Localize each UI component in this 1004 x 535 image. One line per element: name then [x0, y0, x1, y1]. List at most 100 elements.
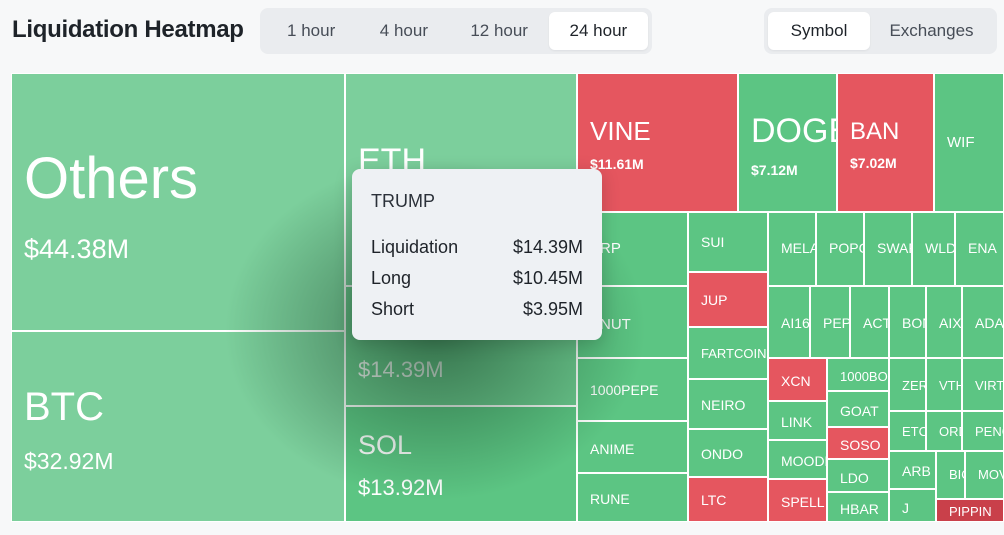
- treemap-cell-pepe[interactable]: PEPE: [810, 286, 850, 358]
- time-range-selector: 1 hour 4 hour 12 hour 24 hour: [260, 8, 652, 54]
- treemap-cell-ldo[interactable]: LDO: [827, 459, 889, 492]
- cell-value: $32.92M: [24, 448, 114, 474]
- cell-symbol: 1000BONK: [840, 369, 888, 384]
- cell-symbol: PENGU: [975, 424, 1003, 439]
- treemap-cell-ltc[interactable]: LTC: [688, 477, 768, 522]
- treemap-cell-move[interactable]: MOVE: [965, 451, 1004, 499]
- cell-symbol: GOAT: [840, 403, 879, 419]
- cell-symbol: ZEREBRO: [902, 378, 926, 393]
- treemap-cell-ai16z[interactable]: AI16Z: [768, 286, 810, 358]
- grouping-selector: Symbol Exchanges: [764, 8, 997, 54]
- cell-symbol: RUNE: [590, 491, 630, 507]
- cell-symbol: BAN: [850, 118, 900, 145]
- view-option-symbol[interactable]: Symbol: [768, 12, 870, 50]
- treemap-cell-btc[interactable]: BTC $32.92M: [11, 331, 345, 522]
- cell-symbol: AI16Z: [781, 315, 810, 331]
- time-option-12-hour[interactable]: 12 hour: [470, 21, 528, 40]
- cell-symbol: XCN: [781, 373, 811, 389]
- cell-symbol: HBAR: [840, 501, 879, 517]
- page-title: Liquidation Heatmap: [12, 16, 244, 43]
- cell-symbol: ENA: [968, 240, 997, 256]
- treemap-cell-link[interactable]: LINK: [768, 401, 827, 440]
- treemap-cell-rune[interactable]: RUNE: [577, 473, 688, 522]
- cell-symbol: VTHO: [939, 378, 961, 393]
- cell-symbol: NEIRO: [701, 397, 746, 413]
- treemap-cell-goat[interactable]: GOAT: [827, 391, 889, 427]
- treemap-cell-wif[interactable]: WIF: [934, 73, 1004, 212]
- treemap-cell-arb[interactable]: ARB: [889, 451, 936, 489]
- treemap-cell-ondo[interactable]: ONDO: [688, 429, 768, 477]
- treemap-cell-sol[interactable]: SOL $13.92M: [345, 406, 577, 522]
- treemap-cell-moodeng[interactable]: MOODENG: [768, 440, 827, 479]
- treemap-cell-bonk[interactable]: BONK: [889, 286, 926, 358]
- cell-symbol: SUI: [701, 234, 725, 250]
- treemap-cell-ordi[interactable]: ORDI: [926, 411, 962, 451]
- treemap-cell-hbar[interactable]: HBAR: [827, 492, 889, 522]
- view-option-exchanges[interactable]: Exchanges: [889, 21, 974, 40]
- cell-symbol: PEPE: [823, 315, 849, 331]
- time-option-24-hour[interactable]: 24 hour: [548, 12, 648, 50]
- treemap-cell-ban[interactable]: BAN $7.02M: [837, 73, 934, 212]
- treemap-cell-aixbt[interactable]: AIXBT: [926, 286, 962, 358]
- treemap-cell-zerebro[interactable]: ZEREBRO: [889, 358, 926, 411]
- cell-symbol: ADA: [975, 315, 1004, 331]
- treemap-cell-vtho[interactable]: VTHO: [926, 358, 962, 411]
- tooltip-row-liquidation: Liquidation $14.39M: [371, 232, 583, 263]
- treemap-cell-etc[interactable]: ETC: [889, 411, 926, 451]
- treemap-cell-pengu[interactable]: PENGU: [962, 411, 1004, 451]
- cell-symbol: AIXBT: [939, 315, 962, 331]
- cell-value: $14.39M: [358, 357, 444, 382]
- treemap-cell-xcn[interactable]: XCN: [768, 358, 827, 401]
- treemap-cell-pippin[interactable]: PIPPIN: [936, 499, 1004, 522]
- cell-symbol: ACT: [863, 315, 889, 331]
- treemap-cell-doge[interactable]: DOGE $7.12M: [738, 73, 837, 212]
- treemap-cell-swarms[interactable]: SWARMS: [864, 212, 912, 286]
- treemap-cell-fartcoin[interactable]: FARTCOIN: [688, 327, 768, 379]
- cell-value: $7.02M: [850, 155, 897, 171]
- tooltip: TRUMP Liquidation $14.39M Long $10.45M S…: [352, 169, 602, 340]
- treemap-cell-sui[interactable]: SUI: [688, 212, 768, 272]
- treemap-cell-melania[interactable]: MELANIA: [768, 212, 816, 286]
- treemap-cell-j[interactable]: J: [889, 489, 936, 522]
- cell-symbol: FARTCOIN: [701, 346, 767, 361]
- treemap-cell-1000pepe[interactable]: 1000PEPE: [577, 358, 688, 421]
- time-option-4-hour[interactable]: 4 hour: [379, 21, 428, 40]
- treemap-cell-wld[interactable]: WLD: [912, 212, 955, 286]
- cell-symbol: ONDO: [701, 446, 743, 462]
- cell-symbol: Others: [24, 146, 199, 211]
- tooltip-value: $10.45M: [512, 268, 583, 288]
- cell-symbol: MELANIA: [781, 240, 815, 256]
- treemap-cell-1000bonk[interactable]: 1000BONK: [827, 358, 889, 391]
- cell-symbol: BIO: [949, 467, 964, 482]
- cell-symbol: SWARMS: [877, 240, 911, 256]
- treemap-cell-others[interactable]: Others $44.38M: [11, 73, 345, 331]
- cell-value: $11.61M: [590, 156, 644, 172]
- treemap-cell-jup[interactable]: JUP: [688, 272, 768, 327]
- tooltip-label: Liquidation: [371, 237, 459, 257]
- cell-symbol: J: [902, 500, 909, 516]
- time-option-1-hour[interactable]: 1 hour: [287, 21, 336, 40]
- treemap-cell-bio[interactable]: BIO: [936, 451, 965, 499]
- treemap-cell-anime[interactable]: ANIME: [577, 421, 688, 473]
- cell-symbol: ETC: [902, 424, 926, 439]
- cell-symbol: MOVE: [978, 467, 1003, 482]
- tooltip-value: $14.39M: [512, 237, 583, 257]
- cell-value: $7.12M: [751, 162, 798, 178]
- tooltip-row-short: Short $3.95M: [371, 294, 583, 325]
- cell-symbol: SOSO: [840, 437, 881, 453]
- cell-symbol: PIPPIN: [949, 504, 992, 519]
- tooltip-row-long: Long $10.45M: [371, 263, 583, 294]
- treemap-cell-ena[interactable]: ENA: [955, 212, 1004, 286]
- cell-symbol: VINE: [590, 116, 651, 146]
- tooltip-title: TRUMP: [371, 191, 435, 211]
- treemap-cell-ada[interactable]: ADA: [962, 286, 1004, 358]
- cell-symbol: VIRTUAL: [975, 378, 1004, 393]
- treemap-cell-popcat[interactable]: POPCAT: [816, 212, 864, 286]
- treemap-cell-act[interactable]: ACT: [850, 286, 889, 358]
- treemap-cell-neiro[interactable]: NEIRO: [688, 379, 768, 429]
- tooltip-value: $3.95M: [522, 299, 583, 319]
- treemap-cell-spell[interactable]: SPELL: [768, 479, 827, 522]
- cell-symbol: POPCAT: [829, 240, 863, 256]
- treemap-cell-virtual[interactable]: VIRTUAL: [962, 358, 1004, 411]
- treemap-cell-soso[interactable]: SOSO: [827, 427, 889, 459]
